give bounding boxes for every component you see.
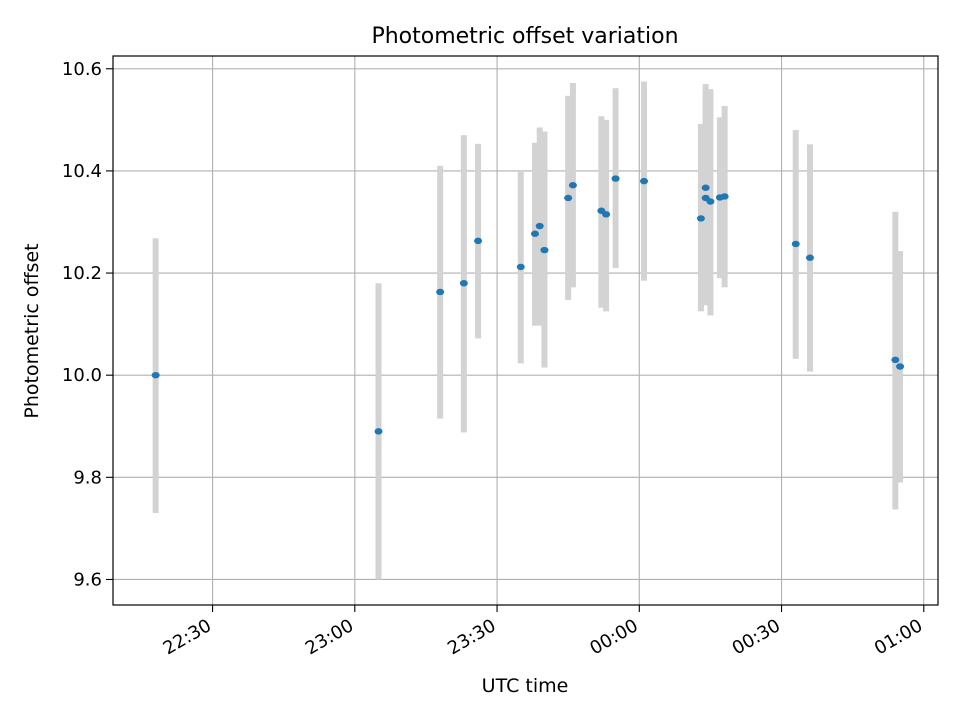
y-tick-label: 10.0 [62, 365, 102, 386]
data-point [436, 288, 445, 296]
data-point [701, 184, 710, 191]
y-tick-label: 10.2 [62, 263, 102, 284]
data-point [891, 356, 900, 364]
data-point [151, 371, 160, 379]
data-point [535, 222, 544, 230]
data-point [706, 198, 715, 205]
x-axis-label: UTC time [482, 675, 569, 697]
data-point [611, 175, 620, 182]
data-point [374, 428, 383, 435]
y-tick-label: 9.8 [73, 467, 102, 488]
y-tick-label: 9.6 [73, 569, 102, 590]
data-point [640, 177, 649, 185]
y-tick-label: 10.6 [62, 59, 102, 80]
chart-title: Photometric offset variation [371, 24, 678, 49]
data-point [564, 194, 573, 202]
data-point [805, 254, 814, 261]
point-layer [151, 175, 905, 435]
y-axis-ticks: 9.6 9.8 10.0 10.2 10.4 10.6 [62, 59, 113, 590]
data-point [602, 211, 611, 218]
data-point [530, 230, 539, 237]
data-point [696, 215, 705, 222]
data-point [791, 240, 800, 248]
plot-area [113, 56, 938, 605]
data-point [720, 193, 729, 200]
data-point [568, 182, 577, 189]
axes-frame [112, 55, 939, 606]
y-tick-label: 10.4 [62, 161, 102, 182]
grid-layer [113, 56, 938, 605]
data-point [459, 280, 468, 287]
data-point [516, 263, 525, 271]
y-axis-label: Photometric offset [21, 243, 43, 418]
data-point [540, 246, 549, 254]
data-point [474, 237, 483, 245]
data-point [896, 363, 905, 370]
